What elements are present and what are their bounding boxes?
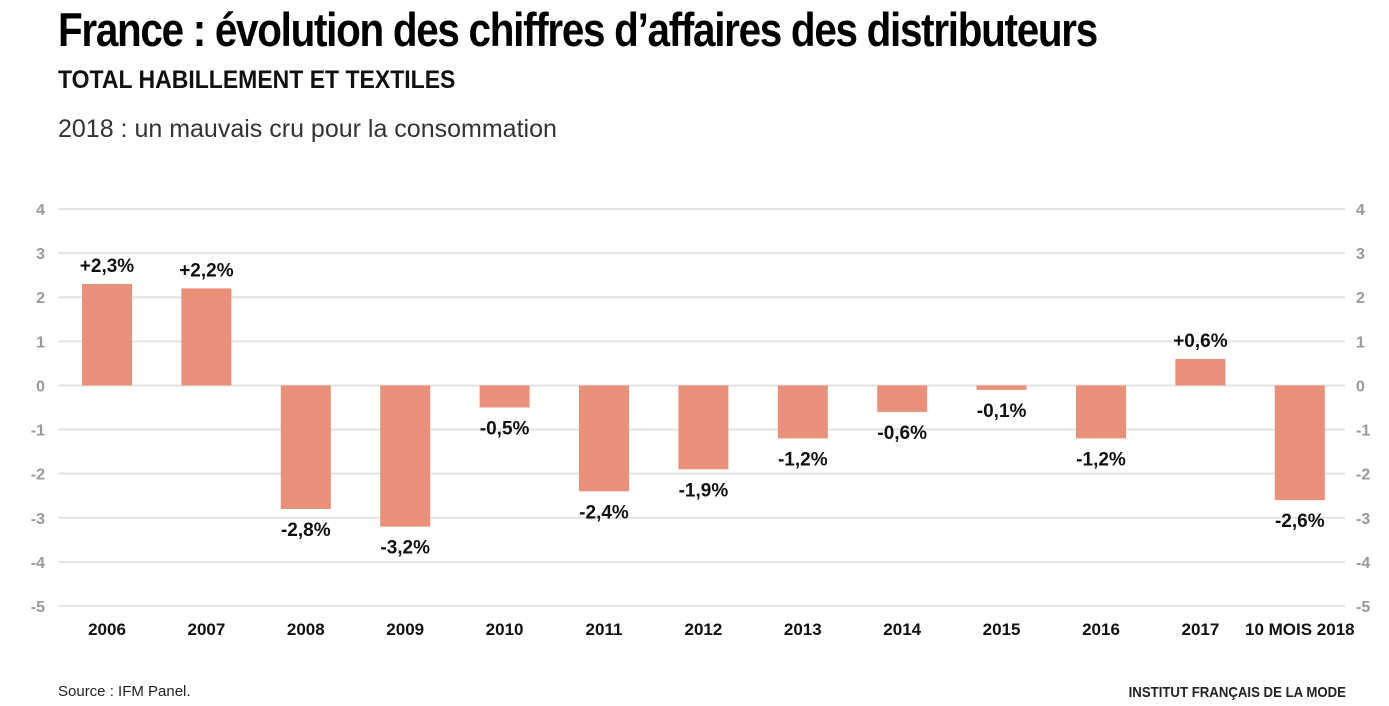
- y-tick-label-left: 3: [36, 246, 45, 263]
- y-tick-label-left: -1: [31, 423, 45, 440]
- x-tick-label: 2008: [287, 620, 325, 639]
- bar: [976, 385, 1027, 390]
- credit-note: INSTITUT FRANÇAIS DE LA MODE: [1128, 684, 1346, 701]
- y-tick-label-right: -2: [1356, 467, 1370, 484]
- page-title: France : évolution des chiffres d’affair…: [58, 3, 1098, 56]
- y-tick-label-right: 2: [1356, 290, 1365, 307]
- data-label: -2,6%: [1275, 511, 1325, 532]
- bar: [181, 288, 232, 386]
- data-label: +2,2%: [179, 260, 234, 281]
- source-note: Source : IFM Panel.: [58, 683, 191, 700]
- x-tick-label: 2011: [586, 620, 623, 639]
- x-tick-label: 2017: [1181, 620, 1219, 639]
- data-label: -0,6%: [877, 423, 927, 444]
- y-tick-label-right: 1: [1356, 334, 1365, 351]
- data-label: -1,2%: [778, 449, 828, 470]
- y-tick-label-left: -3: [31, 511, 45, 528]
- y-tick-label-left: 4: [36, 202, 45, 219]
- x-tick-label: 2010: [486, 620, 524, 639]
- x-tick-label: 2016: [1082, 620, 1120, 639]
- bar: [877, 385, 928, 412]
- x-tick-label: 2014: [883, 620, 921, 639]
- y-tick-label-right: 0: [1356, 378, 1365, 395]
- data-label: -1,9%: [679, 480, 729, 501]
- y-tick-label-right: -5: [1356, 599, 1370, 616]
- data-label: -0,1%: [977, 401, 1027, 422]
- chart-description: 2018 : un mauvais cru pour la consommati…: [58, 115, 557, 143]
- y-tick-label-left: -2: [31, 467, 45, 484]
- y-tick-label-right: 3: [1356, 246, 1365, 263]
- y-tick-label-left: -4: [31, 555, 45, 572]
- data-label: -1,2%: [1076, 449, 1126, 470]
- bar: [1175, 358, 1226, 386]
- y-tick-label-right: -3: [1356, 511, 1370, 528]
- y-tick-label-right: -1: [1356, 423, 1370, 440]
- y-tick-label-left: -5: [31, 599, 45, 616]
- chart-subtitle: TOTAL HABILLEMENT ET TEXTILES: [58, 66, 456, 94]
- data-label: -3,2%: [380, 538, 430, 559]
- x-tick-label: 10 MOIS 2018: [1245, 620, 1355, 639]
- data-label: +0,6%: [1173, 331, 1228, 352]
- x-tick-label: 2007: [187, 620, 225, 639]
- bar: [82, 283, 132, 386]
- x-tick-label: 2013: [784, 620, 822, 639]
- bar: [777, 385, 828, 439]
- bar: [1076, 385, 1126, 439]
- bar: [678, 385, 729, 470]
- bar: [479, 385, 530, 408]
- bar: [280, 385, 331, 509]
- y-tick-label-left: 2: [36, 290, 45, 307]
- bar: [1274, 385, 1325, 501]
- y-tick-label-left: 1: [36, 334, 45, 351]
- y-tick-label-left: 0: [36, 378, 45, 395]
- data-label: -0,5%: [480, 419, 530, 440]
- x-tick-label: 2009: [386, 620, 424, 639]
- x-tick-label: 2012: [684, 620, 722, 639]
- x-tick-label: 2015: [983, 620, 1021, 639]
- data-label: +2,3%: [80, 256, 135, 277]
- y-tick-label-right: -4: [1356, 555, 1370, 572]
- data-label: -2,8%: [281, 520, 331, 541]
- bar: [380, 385, 431, 527]
- y-tick-label-right: 4: [1356, 202, 1365, 219]
- data-label: -2,4%: [579, 502, 629, 523]
- bar: [579, 385, 629, 492]
- x-tick-label: 2006: [88, 620, 126, 639]
